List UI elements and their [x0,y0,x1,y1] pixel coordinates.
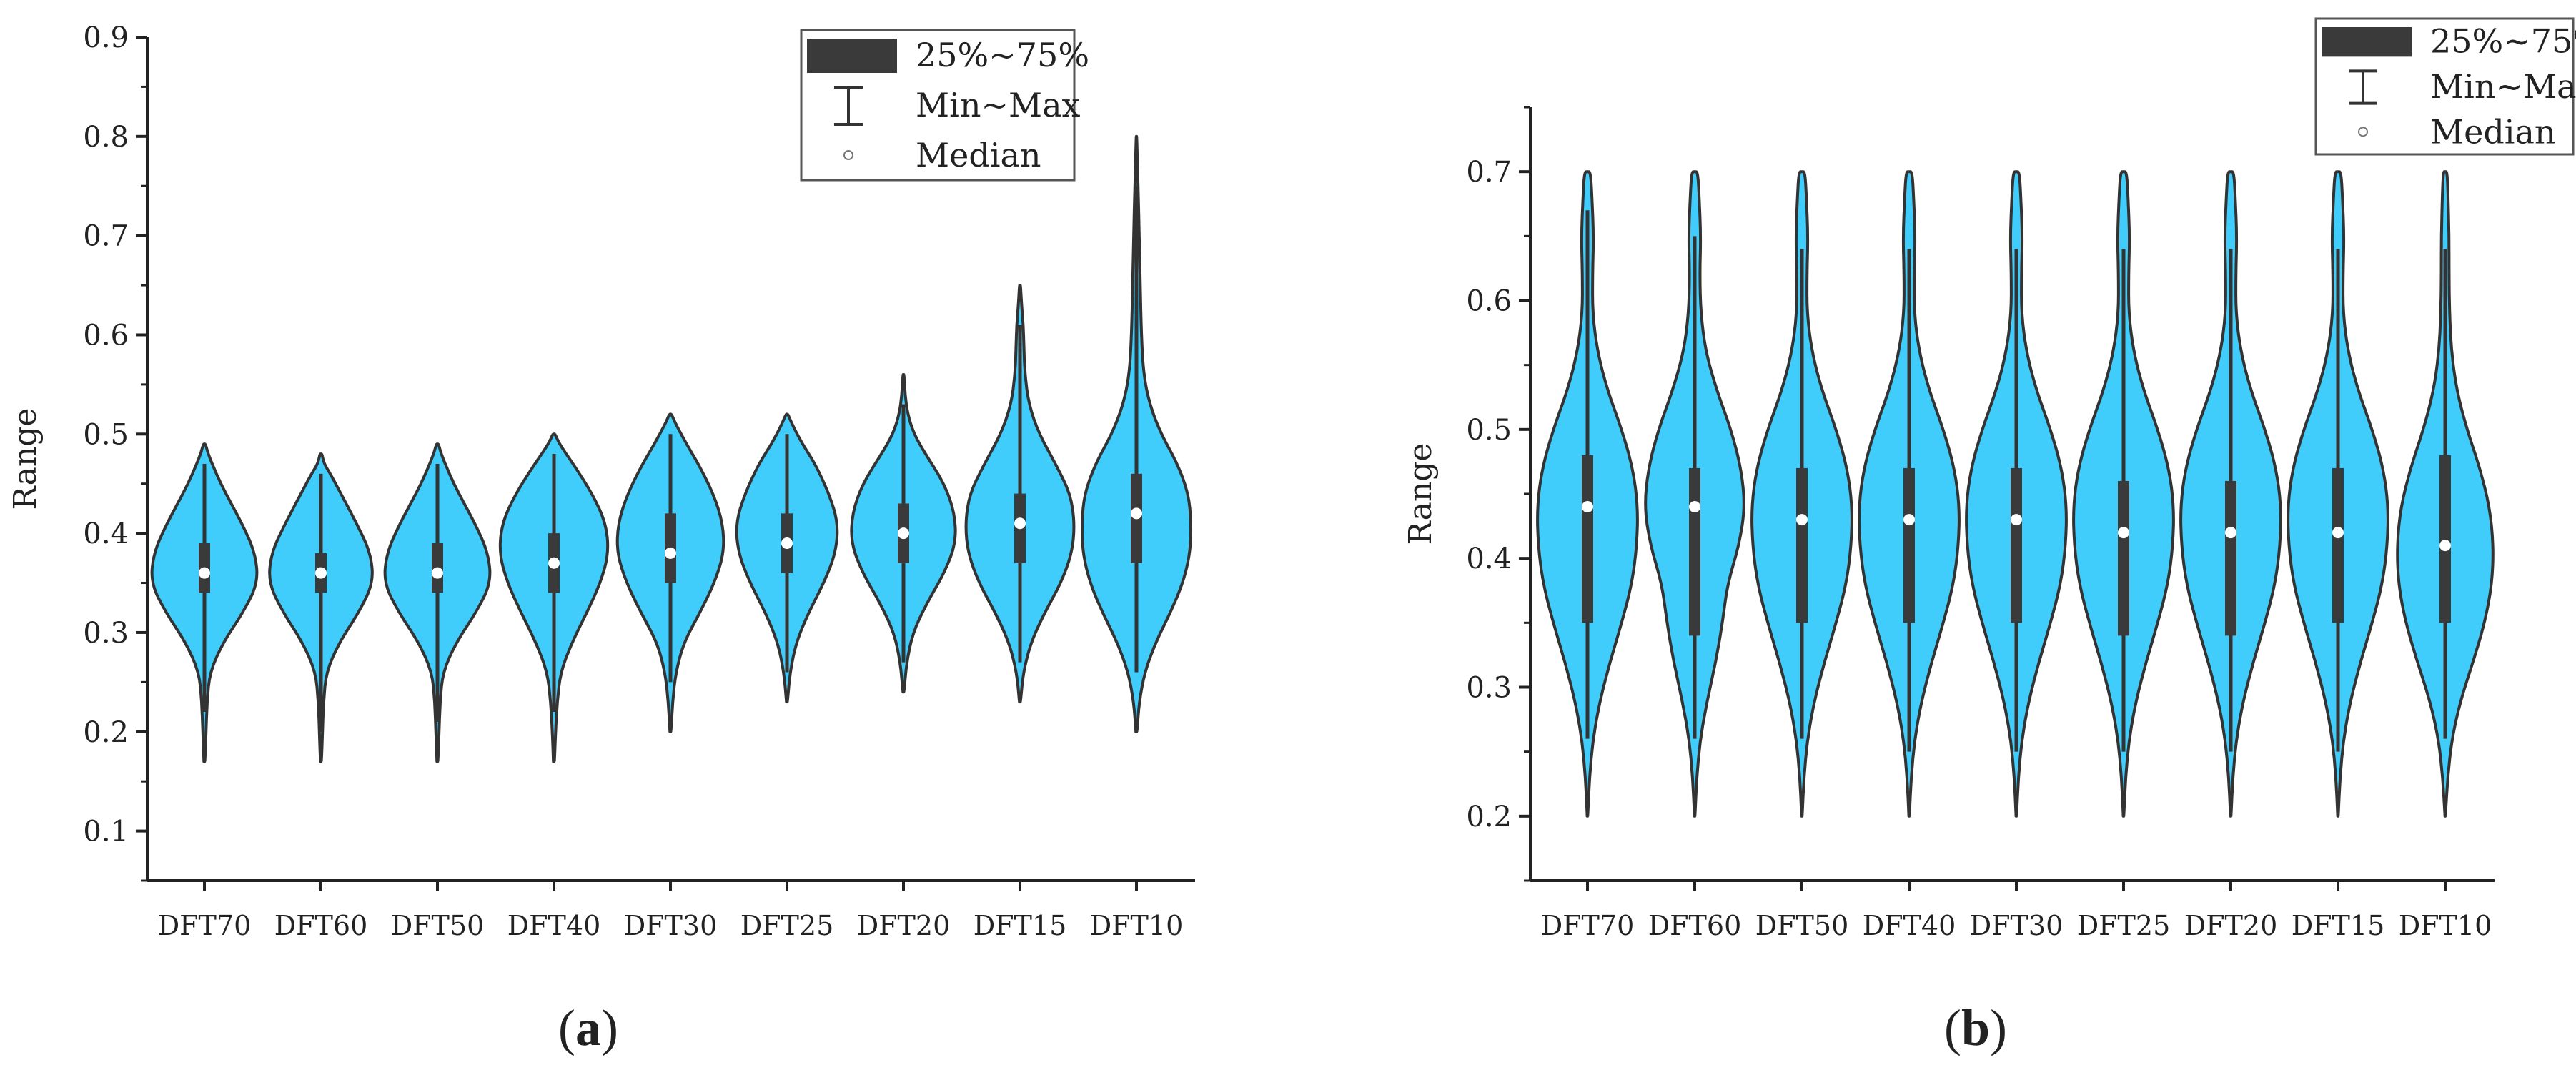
median-point [2118,527,2129,539]
chart-b: 0.2 0.3 0.4 0.5 0.6 0.7 Range DFT70 DFT60 DFT50 DF… [1402,17,2576,1056]
y-tick-label: 0.5 [1466,414,1512,447]
y-tick-label: 0.2 [83,716,129,749]
y-tick-label: 0.5 [83,418,129,451]
median-point [2439,540,2451,552]
x-tick-label: DFT50 [391,910,485,941]
y-axis-label: Range [7,408,44,510]
iqr-box [1796,467,1808,623]
x-tick-label: DFT60 [1648,910,1742,941]
legend-box-swatch [807,39,897,73]
x-tick-label: DFT60 [274,910,368,941]
iqr-box [2439,455,2451,623]
iqr-box [1689,467,1700,636]
legend-range-label: Min~Max [2430,67,2576,106]
median-point [898,527,909,540]
x-tick-label: DFT15 [2292,910,2385,941]
legend: 25%~75% Min~Max Median [2314,17,2576,156]
median-point [665,547,676,559]
median-point [1903,514,1915,526]
median-point [781,537,793,549]
y-tick-label: 0.8 [83,121,129,154]
caption-a: (a) [558,999,618,1056]
legend-range-label: Min~Max [916,86,1081,124]
median-point [432,567,443,579]
x-tick-label: DFT15 [974,910,1067,941]
y-tick-label: 0.7 [83,220,129,253]
median-point [1131,507,1142,520]
median-point [1689,501,1700,513]
x-tick-label: DFT10 [1090,910,1184,941]
median-point [315,567,327,579]
median-point [1796,514,1808,526]
legend: 25%~75% Min~Max Median [800,29,1089,182]
chart-a: 0.1 0.2 0.3 0.4 0.5 0.6 0.7 0.8 0.9 Range DFT70 DFT… [7,21,1195,1056]
median-point [2225,527,2236,539]
median-point [548,557,560,569]
iqr-box [2118,480,2129,636]
x-tick-label: DFT70 [158,910,252,941]
y-tick-label: 0.7 [1466,156,1512,189]
y-tick-label: 0.3 [83,617,129,650]
y-axis-label: Range [1402,443,1439,545]
legend-box-label: 25%~75% [916,36,1089,74]
legend-median-symbol [2358,127,2368,137]
y-tick-label: 0.4 [1466,543,1512,575]
x-tick-label: DFT20 [857,910,951,941]
x-tick-label: DFT30 [1970,910,2064,941]
x-tick-label: DFT70 [1541,910,1635,941]
iqr-box [1903,467,1915,623]
iqr-box [1582,455,1593,623]
median-point [1014,517,1026,530]
x-tick-label: DFT40 [1863,910,1956,941]
median-point [2011,514,2022,526]
x-tick-label: DFT10 [2399,910,2492,941]
median-point [199,567,210,579]
iqr-box [2332,467,2344,623]
caption-b: (b) [1944,999,2007,1056]
x-tick-label: DFT40 [507,910,601,941]
x-tick-label: DFT25 [2077,910,2171,941]
median-point [2332,527,2344,539]
y-tick-label: 0.2 [1466,801,1512,833]
y-tick-label: 0.3 [1466,672,1512,705]
legend-median-label: Median [2430,112,2556,151]
y-tick-label: 0.4 [83,517,129,550]
x-tick-label: DFT20 [2184,910,2278,941]
x-tick-label: DFT25 [740,910,834,941]
y-tick-label: 0.6 [83,319,129,352]
iqr-box [2225,480,2236,636]
x-tick-label: DFT30 [624,910,718,941]
x-tick-label: DFT50 [1755,910,1849,941]
legend-median-symbol [843,150,853,160]
y-tick-label: 0.6 [1466,285,1512,318]
y-tick-label: 0.1 [83,816,129,848]
legend-box-swatch [2322,27,2412,57]
legend-box-label: 25%~75% [2430,22,2576,61]
iqr-box [2011,467,2022,623]
median-point [1582,501,1593,513]
y-tick-label: 0.9 [83,21,129,54]
legend-median-label: Median [916,136,1041,174]
